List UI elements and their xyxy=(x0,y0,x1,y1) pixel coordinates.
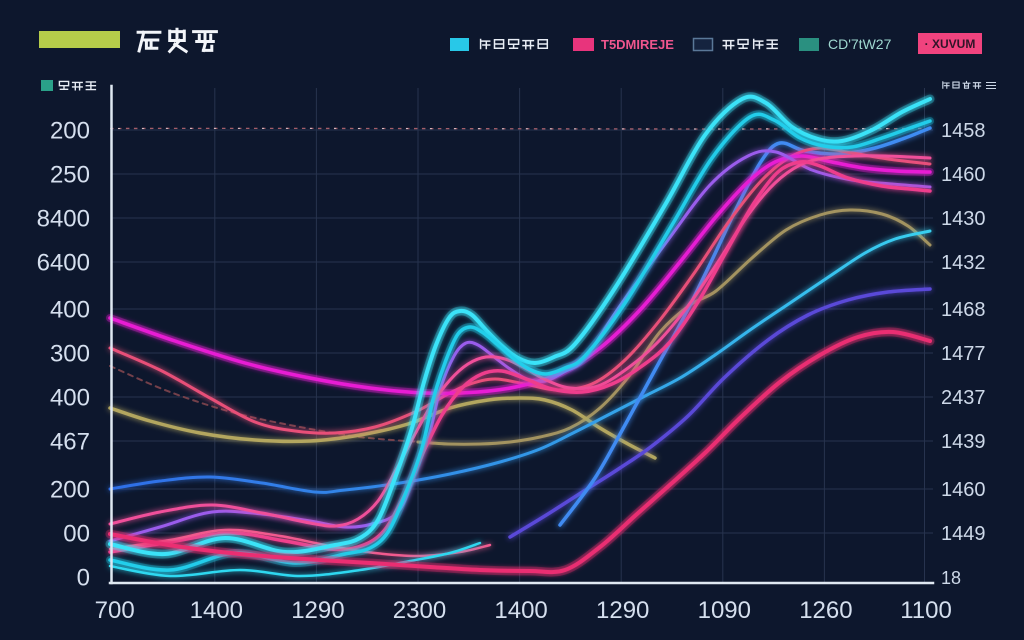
svg-text:18: 18 xyxy=(941,568,961,588)
svg-text:1090: 1090 xyxy=(698,597,751,624)
svg-text:1477: 1477 xyxy=(941,343,986,365)
svg-text:300: 300 xyxy=(50,341,90,368)
svg-text:· XUVUM: · XUVUM xyxy=(925,37,976,51)
svg-text:CD'7tW27: CD'7tW27 xyxy=(828,36,892,52)
svg-text:1439: 1439 xyxy=(941,431,986,453)
svg-text:1290: 1290 xyxy=(596,597,649,624)
svg-text:00: 00 xyxy=(63,521,90,548)
svg-text:1460: 1460 xyxy=(941,479,986,501)
svg-text:200: 200 xyxy=(50,477,90,504)
svg-text:1430: 1430 xyxy=(941,208,986,230)
svg-text:T5DMIREJE: T5DMIREJE xyxy=(601,37,674,52)
svg-text:400: 400 xyxy=(50,385,90,412)
svg-text:1400: 1400 xyxy=(494,597,547,624)
svg-text:2437: 2437 xyxy=(941,387,986,409)
svg-text:700: 700 xyxy=(95,597,135,624)
svg-text:1100: 1100 xyxy=(900,597,952,624)
svg-text:1432: 1432 xyxy=(941,252,986,274)
svg-text:1460: 1460 xyxy=(941,164,986,186)
svg-text:8400: 8400 xyxy=(37,206,90,233)
svg-text:400: 400 xyxy=(50,297,90,324)
svg-text:1260: 1260 xyxy=(799,597,852,624)
svg-text:1468: 1468 xyxy=(941,299,986,321)
svg-text:1400: 1400 xyxy=(190,597,243,624)
svg-text:467: 467 xyxy=(50,429,90,456)
svg-text:0: 0 xyxy=(77,565,90,592)
svg-text:1458: 1458 xyxy=(941,120,986,142)
svg-text:250: 250 xyxy=(50,162,90,189)
svg-text:2300: 2300 xyxy=(393,597,446,624)
svg-text:200: 200 xyxy=(50,118,90,145)
svg-text:1449: 1449 xyxy=(941,523,986,545)
svg-text:6400: 6400 xyxy=(37,250,90,277)
svg-text:1290: 1290 xyxy=(291,597,344,624)
